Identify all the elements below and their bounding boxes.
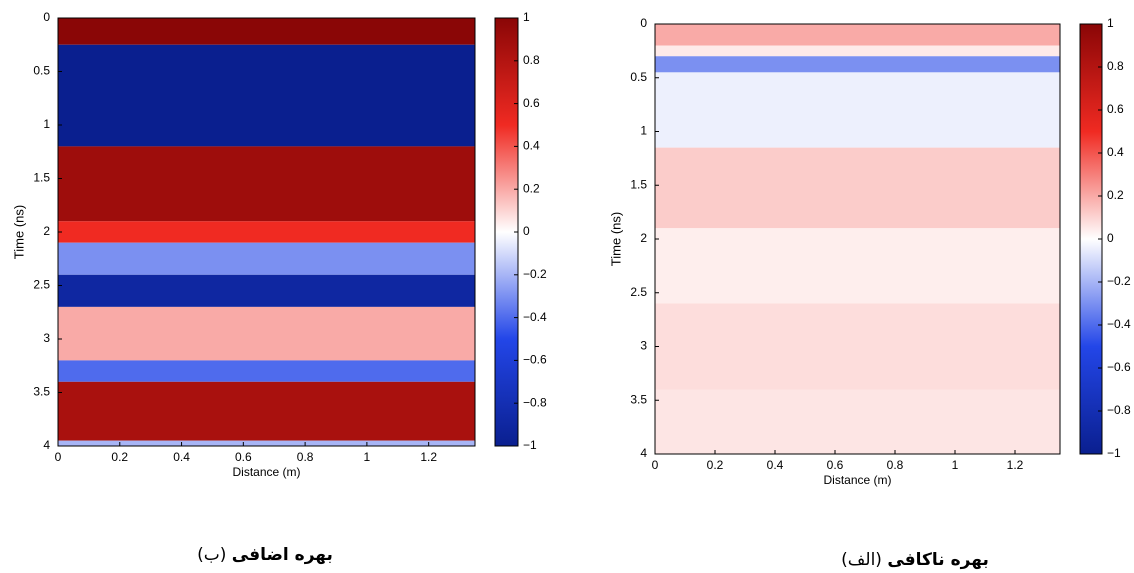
colorbar-tick-label: 0.6 (523, 96, 540, 110)
x-tick-label: 0.8 (297, 450, 314, 464)
colorbar-tick-label: 0 (1107, 231, 1114, 245)
colorbar-tick-label: −0.6 (1107, 360, 1131, 374)
heat-band (58, 146, 475, 222)
heat-band (655, 24, 1060, 46)
x-tick-label: 1 (952, 458, 959, 472)
y-tick-label: 1.5 (33, 171, 50, 185)
y-tick-label: 4 (640, 446, 647, 460)
x-tick-label: 0.4 (767, 458, 784, 472)
heat-band (655, 389, 1060, 454)
colorbar-tick-label: −0.4 (1107, 317, 1131, 331)
y-tick-label: 3 (43, 331, 50, 345)
colorbar-tick-label: 0.2 (1107, 188, 1124, 202)
y-tick-label: 3.5 (33, 385, 50, 399)
y-tick-label: 2 (640, 231, 647, 245)
y-axis-label: Time (ns) (608, 212, 623, 266)
y-axis-label: Time (ns) (11, 205, 26, 259)
x-tick-label: 0.6 (827, 458, 844, 472)
colorbar-tick-label: 0.4 (523, 139, 540, 153)
x-tick-label: 0.4 (173, 450, 190, 464)
y-tick-label: 3.5 (630, 392, 647, 406)
colorbar-tick-label: −0.6 (523, 353, 547, 367)
colorbar-tick-label: 0.8 (1107, 59, 1124, 73)
y-tick-label: 0.5 (33, 64, 50, 78)
heat-band (655, 56, 1060, 73)
colorbar-tick-label: −0.8 (1107, 403, 1131, 417)
x-tick-label: 0 (55, 450, 62, 464)
y-tick-label: 0 (43, 10, 50, 24)
colorbar-tick-label: −0.2 (1107, 274, 1131, 288)
x-tick-label: 0.2 (111, 450, 128, 464)
y-tick-label: 4 (43, 438, 50, 452)
y-tick-label: 3 (640, 339, 647, 353)
y-tick-label: 1.5 (630, 177, 647, 191)
colorbar-tick-label: 0.8 (523, 53, 540, 67)
heat-band (655, 147, 1060, 229)
x-tick-label: 0 (652, 458, 659, 472)
heat-band (58, 440, 475, 446)
colorbar-tick-label: 0.2 (523, 181, 540, 195)
y-tick-label: 0.5 (630, 70, 647, 84)
heat-band (58, 274, 475, 307)
colorbar-tick-label: −0.8 (523, 395, 547, 409)
heat-band (58, 44, 475, 147)
y-tick-label: 1 (640, 124, 647, 138)
heat-band (655, 228, 1060, 304)
heat-band (58, 242, 475, 275)
heat-band (655, 303, 1060, 390)
caption: بهره اضافی (ب) (197, 545, 333, 565)
y-tick-label: 0 (640, 16, 647, 30)
y-tick-label: 2.5 (630, 285, 647, 299)
heat-band (58, 381, 475, 441)
y-tick-label: 2 (43, 224, 50, 238)
colorbar-tick-label: −1 (523, 438, 537, 452)
heat-band (58, 221, 475, 243)
caption: بهره ناکافی (الف) (841, 550, 989, 570)
x-tick-label: 0.8 (887, 458, 904, 472)
caption-label: (الف) (841, 550, 882, 570)
colorbar-tick-label: −0.4 (523, 310, 547, 324)
colorbar-tick-label: 0 (523, 224, 530, 238)
caption-label: (ب) (197, 545, 226, 565)
caption-bold: بهره ناکافی (887, 550, 989, 570)
y-tick-label: 1 (43, 117, 50, 131)
x-tick-label: 1 (364, 450, 371, 464)
colorbar-tick-label: 0.4 (1107, 145, 1124, 159)
colorbar-tick-label: 1 (1107, 16, 1114, 30)
heat-band (655, 72, 1060, 148)
y-tick-label: 2.5 (33, 278, 50, 292)
x-tick-label: 1.2 (1007, 458, 1024, 472)
colorbar-tick-label: 1 (523, 10, 530, 24)
colorbar-tick-label: 0.6 (1107, 102, 1124, 116)
x-tick-label: 0.2 (707, 458, 724, 472)
colorbar-tick-label: −0.2 (523, 267, 547, 281)
x-tick-label: 0.6 (235, 450, 252, 464)
x-tick-label: 1.2 (420, 450, 437, 464)
heat-band (58, 18, 475, 45)
heat-band (58, 306, 475, 361)
colorbar-tick-label: −1 (1107, 446, 1121, 460)
heat-band (655, 45, 1060, 57)
x-axis-label: Distance (m) (232, 465, 300, 479)
heat-band (58, 360, 475, 382)
x-axis-label: Distance (m) (823, 473, 891, 487)
caption-bold: بهره اضافی (232, 545, 333, 565)
